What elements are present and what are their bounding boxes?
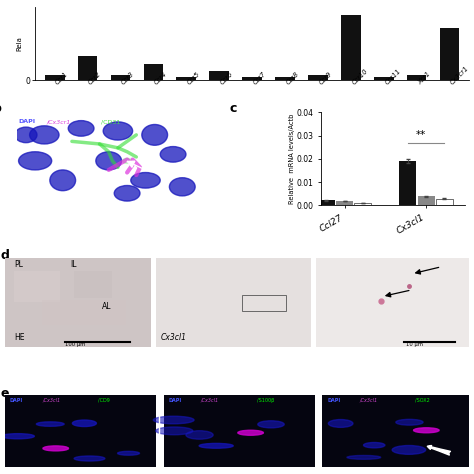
Text: d: d <box>0 248 9 262</box>
Text: c: c <box>229 102 237 115</box>
Text: b: b <box>0 102 1 115</box>
Text: e: e <box>0 387 9 400</box>
